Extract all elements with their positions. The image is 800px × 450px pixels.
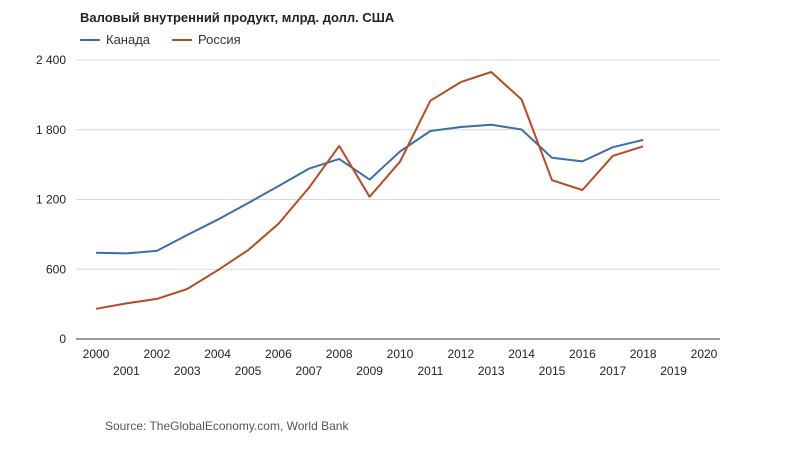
y-tick-label-0: 0 bbox=[59, 332, 66, 346]
x-tick-label-2000: 2000 bbox=[83, 347, 110, 361]
x-tick-label-2010: 2010 bbox=[387, 347, 414, 361]
y-tick-label-600: 600 bbox=[46, 262, 66, 276]
legend-swatch-russia bbox=[172, 38, 193, 41]
x-tick-label-2012: 2012 bbox=[447, 347, 474, 361]
y-tick-label-1800: 1 800 bbox=[36, 123, 66, 137]
series-line-canada bbox=[95, 123, 644, 255]
x-tick-label-2001: 2001 bbox=[113, 364, 140, 378]
x-tick-label-2015: 2015 bbox=[539, 364, 566, 378]
x-tick-label-2020: 2020 bbox=[691, 347, 718, 361]
x-tick-label-2017: 2017 bbox=[599, 364, 626, 378]
x-tick-label-2009: 2009 bbox=[356, 364, 383, 378]
legend: Канада Россия bbox=[80, 32, 241, 47]
y-tick-label-2400: 2 400 bbox=[36, 53, 66, 67]
legend-label-russia: Россия bbox=[198, 32, 241, 47]
legend-label-canada: Канада bbox=[106, 32, 151, 47]
x-tick-label-2005: 2005 bbox=[235, 364, 262, 378]
x-tick-label-2016: 2016 bbox=[569, 347, 596, 361]
x-tick-label-2004: 2004 bbox=[204, 347, 231, 361]
x-tick-label-2008: 2008 bbox=[326, 347, 353, 361]
x-tick-label-2019: 2019 bbox=[660, 364, 687, 378]
legend-item-russia: Россия bbox=[172, 32, 241, 47]
legend-swatch-canada bbox=[80, 38, 100, 41]
x-tick-label-2003: 2003 bbox=[174, 364, 201, 378]
x-tick-label-2013: 2013 bbox=[478, 364, 505, 378]
x-tick-label-2011: 2011 bbox=[417, 364, 443, 378]
x-tick-label-2014: 2014 bbox=[508, 347, 535, 361]
x-tick-label-2007: 2007 bbox=[295, 364, 322, 378]
chart-title: Валовый внутренний продукт, млрд. долл. … bbox=[80, 10, 395, 25]
source-note: Source: TheGlobalEconomy.com, World Bank bbox=[105, 419, 349, 433]
x-tick-label-2002: 2002 bbox=[143, 347, 170, 361]
x-tick-label-2006: 2006 bbox=[265, 347, 292, 361]
x-tick-label-2018: 2018 bbox=[630, 347, 657, 361]
y-tick-label-1200: 1 200 bbox=[36, 193, 66, 207]
legend-item-canada: Канада bbox=[80, 32, 150, 47]
series-line-russia bbox=[95, 71, 644, 310]
